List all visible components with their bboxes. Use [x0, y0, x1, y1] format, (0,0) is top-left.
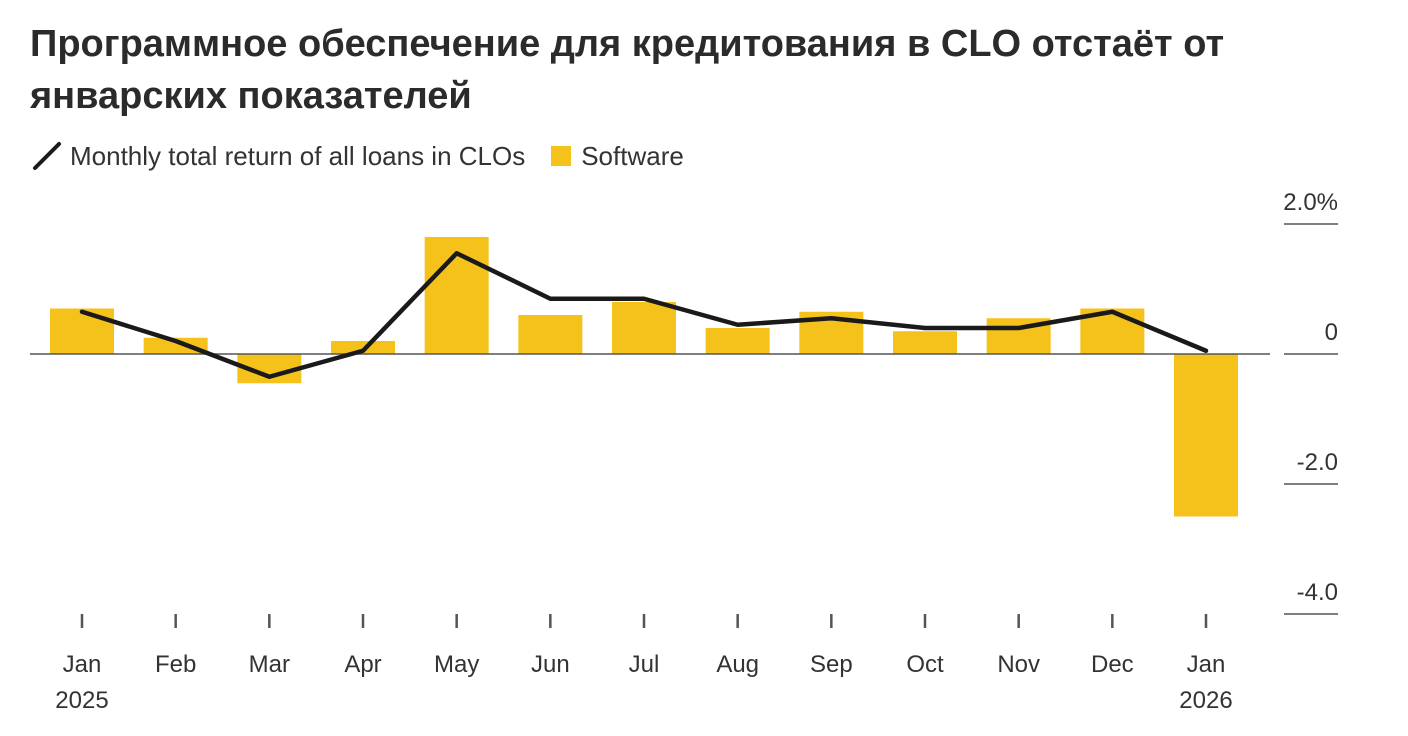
x-year-label-1: 2025 — [55, 687, 108, 714]
legend-bar-label: Software — [581, 140, 684, 171]
y-tick-label-1: 2.0% — [1283, 189, 1338, 216]
x-axis: Jan 2025 Feb Mar Apr May Jun Jul Aug Sep Oct Nov Dec… — [55, 614, 1233, 714]
bar-7 — [612, 302, 676, 354]
y-tick-label-4: -4.0 — [1297, 579, 1338, 606]
x-tick-label-6: Jun — [531, 651, 570, 678]
bar-2 — [143, 337, 208, 354]
x-tick-label-3: Mar — [249, 651, 290, 678]
bar-10 — [893, 331, 957, 354]
x-tick-label-13: Jan — [1187, 651, 1226, 678]
x-tick-label-7: Jul — [629, 651, 660, 678]
x-tick-label-2: Feb — [155, 651, 196, 678]
x-tick-label-10: Oct — [906, 651, 944, 678]
legend-item-line: Monthly total return of all loans in CLO… — [32, 141, 525, 172]
bar-5 — [424, 237, 489, 354]
bar-13 — [1174, 354, 1238, 517]
line-swatch-icon — [33, 142, 61, 170]
legend-line-label: Monthly total return of all loans in CLO… — [70, 140, 526, 171]
x-year-label-13: 2026 — [1179, 687, 1232, 714]
x-tick-label-4: Apr — [344, 651, 381, 678]
x-tick-label-9: Sep — [810, 651, 853, 678]
y-axis: 2.0% 0 -2.0 -4.0 — [1283, 189, 1338, 615]
x-tick-label-11: Nov — [997, 651, 1040, 678]
y-tick-label-3: -2.0 — [1297, 449, 1338, 476]
x-tick-label-5: May — [434, 651, 479, 678]
bar-1 — [50, 308, 114, 354]
x-tick-label-8: Aug — [716, 651, 759, 678]
bars-group — [50, 237, 1238, 517]
bar-swatch-icon — [551, 146, 572, 166]
legend-item-bar: Software — [525, 141, 684, 172]
legend: Monthly total return of all loans in CLO… — [32, 136, 684, 176]
bar-6 — [518, 315, 583, 354]
chart-title: Программное обеспечение для кредитования… — [30, 23, 1225, 117]
bar-4 — [331, 341, 395, 354]
bar-8 — [705, 328, 770, 354]
series-line — [79, 251, 1209, 379]
x-tick-label-12: Dec — [1091, 651, 1134, 678]
x-tick-label-1: Jan — [63, 651, 102, 678]
y-tick-label-2: 0 — [1325, 319, 1338, 346]
